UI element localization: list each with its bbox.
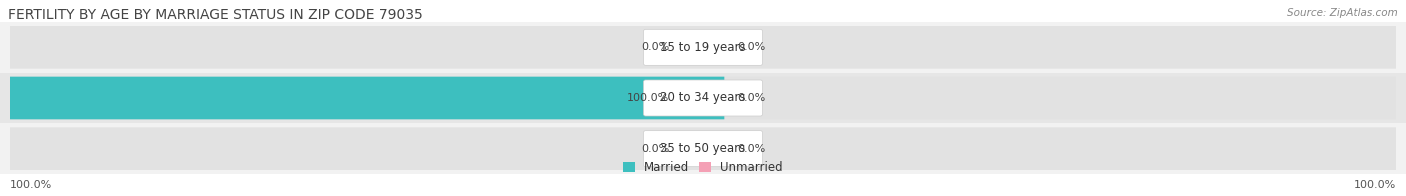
Text: 20 to 34 years: 20 to 34 years [661,92,745,104]
Bar [0,22,1406,73]
Text: 0.0%: 0.0% [737,144,765,154]
FancyBboxPatch shape [644,131,762,167]
FancyBboxPatch shape [644,80,762,116]
FancyBboxPatch shape [672,82,702,114]
Text: 15 to 19 years: 15 to 19 years [661,41,745,54]
Text: 0.0%: 0.0% [737,93,765,103]
Text: FERTILITY BY AGE BY MARRIAGE STATUS IN ZIP CODE 79035: FERTILITY BY AGE BY MARRIAGE STATUS IN Z… [8,8,423,22]
FancyBboxPatch shape [10,77,724,119]
Text: Source: ZipAtlas.com: Source: ZipAtlas.com [1288,8,1398,18]
Bar [0,73,1406,123]
FancyBboxPatch shape [704,82,734,114]
Text: 100.0%: 100.0% [627,93,669,103]
FancyBboxPatch shape [704,133,734,165]
FancyBboxPatch shape [672,31,702,63]
FancyBboxPatch shape [10,26,1396,69]
Text: 0.0%: 0.0% [641,42,669,52]
FancyBboxPatch shape [704,31,734,63]
FancyBboxPatch shape [10,77,1396,119]
Text: 100.0%: 100.0% [10,180,52,190]
Text: 0.0%: 0.0% [737,42,765,52]
Bar [0,123,1406,174]
FancyBboxPatch shape [644,29,762,65]
FancyBboxPatch shape [672,133,702,165]
Text: 0.0%: 0.0% [641,144,669,154]
Text: 100.0%: 100.0% [1354,180,1396,190]
FancyBboxPatch shape [10,127,1396,170]
Legend: Married, Unmarried: Married, Unmarried [619,157,787,179]
Text: 35 to 50 years: 35 to 50 years [661,142,745,155]
